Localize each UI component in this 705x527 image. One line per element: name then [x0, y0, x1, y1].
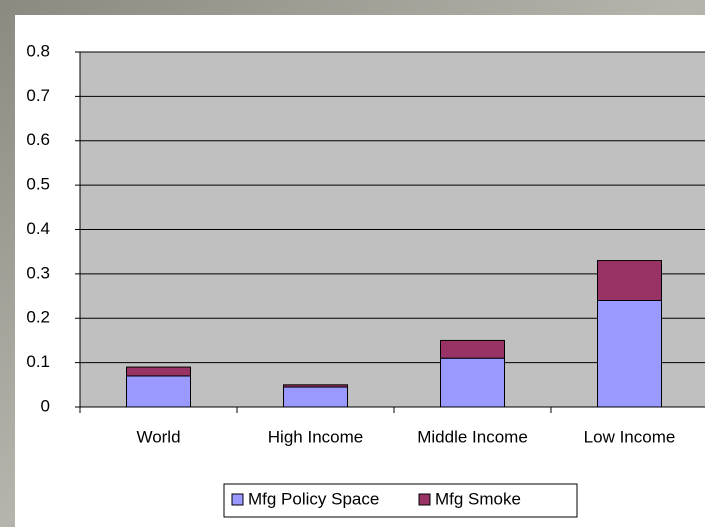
y-tick-label: 0.8 [26, 41, 50, 60]
legend-label: Mfg Policy Space [248, 489, 379, 508]
y-tick-label: 0.1 [26, 352, 50, 371]
x-tick-label: World [136, 427, 180, 446]
bar-segment [440, 357, 505, 408]
bar-segment [597, 300, 662, 408]
bar-segment [126, 375, 191, 408]
legend-label: Mfg Smoke [435, 489, 521, 508]
bar-segment [597, 260, 662, 301]
x-tick-label: High Income [268, 427, 363, 446]
y-tick-label: 0.6 [26, 130, 50, 149]
y-tick-label: 0.2 [26, 308, 50, 327]
bar-segment [283, 384, 348, 388]
x-tick-label: Low Income [584, 427, 676, 446]
y-tick-label: 0.5 [26, 175, 50, 194]
legend-swatch [418, 493, 431, 506]
bar-segment [126, 366, 191, 377]
bar-segment [283, 386, 348, 408]
y-tick-label: 0.7 [26, 86, 50, 105]
y-tick-label: 0.3 [26, 263, 50, 282]
x-tick-label: Middle Income [417, 427, 528, 446]
y-tick-label: 0 [41, 396, 50, 415]
y-tick-label: 0.4 [26, 219, 50, 238]
bar-segment [440, 339, 505, 359]
legend-box [223, 483, 578, 518]
legend-swatch [231, 493, 244, 506]
